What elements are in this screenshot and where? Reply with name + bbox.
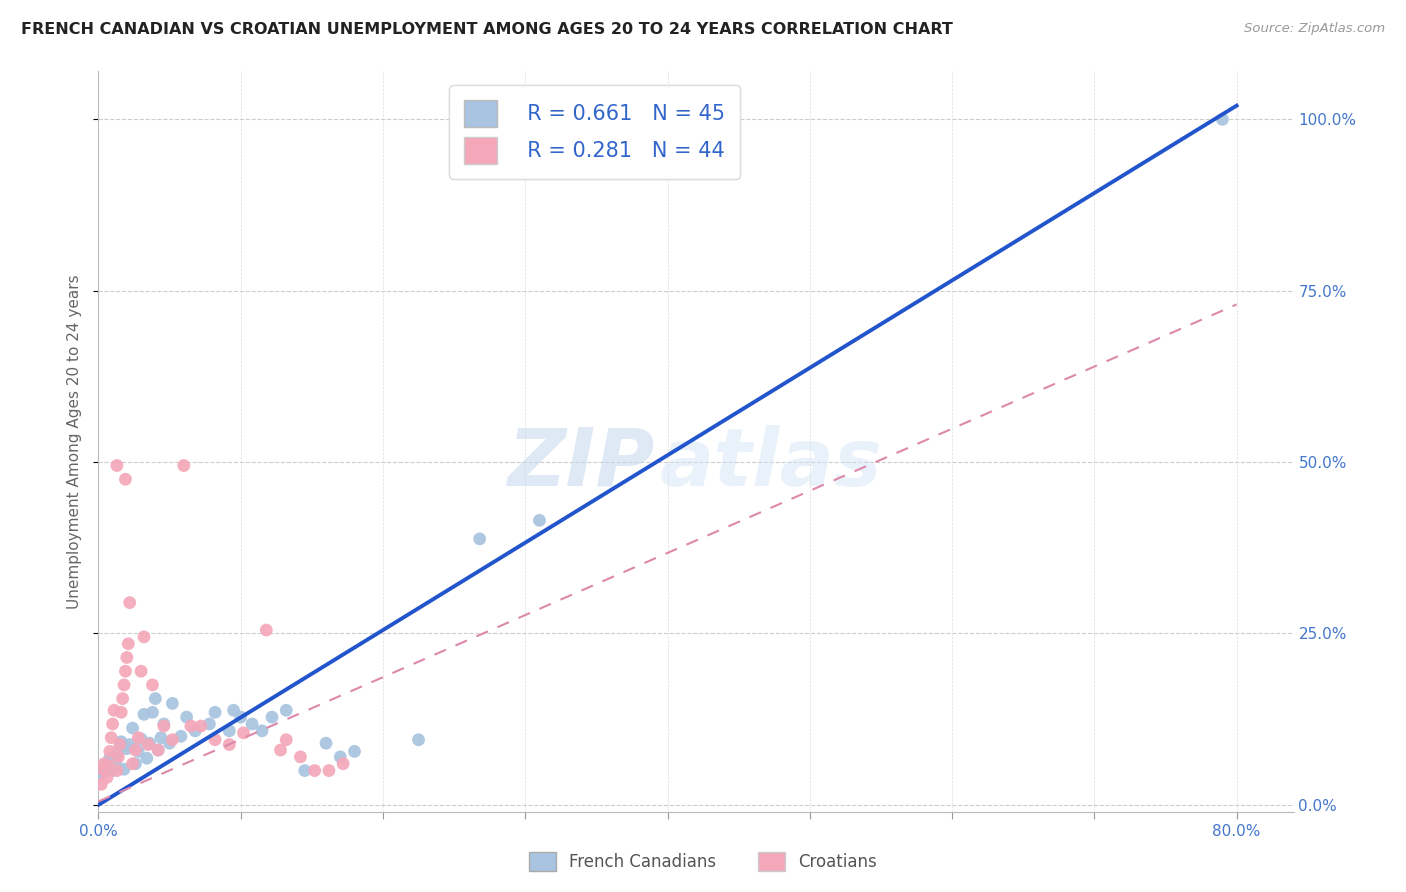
Point <box>103 703 125 717</box>
Point <box>108 738 131 752</box>
Point <box>153 717 176 731</box>
Point <box>117 637 139 651</box>
Point <box>129 664 152 678</box>
Point <box>150 731 173 745</box>
Point <box>127 744 149 758</box>
Legend: French Canadians, Croatians: French Canadians, Croatians <box>520 843 886 880</box>
Text: Source: ZipAtlas.com: Source: ZipAtlas.com <box>1244 22 1385 36</box>
Point <box>1211 112 1233 127</box>
Point <box>143 691 166 706</box>
Point <box>232 726 254 740</box>
Point <box>290 750 312 764</box>
Point <box>304 764 326 778</box>
Point <box>173 458 195 473</box>
Point <box>124 743 146 757</box>
Point <box>318 764 340 778</box>
Point <box>141 678 163 692</box>
Point <box>115 650 138 665</box>
Point <box>104 756 127 770</box>
Point <box>343 744 366 758</box>
Point <box>138 736 160 750</box>
Point <box>112 678 135 692</box>
Point <box>90 767 112 781</box>
Point <box>198 717 221 731</box>
Legend:   R = 0.661   N = 45,   R = 0.281   N = 44: R = 0.661 N = 45, R = 0.281 N = 44 <box>450 86 740 178</box>
Point <box>229 710 252 724</box>
Point <box>121 721 143 735</box>
Point <box>96 771 118 785</box>
Point <box>159 736 181 750</box>
Point <box>110 735 132 749</box>
Point <box>110 706 132 720</box>
Point <box>218 738 240 752</box>
Point <box>124 756 146 771</box>
Text: ZIP: ZIP <box>506 425 654 503</box>
Point <box>90 777 112 791</box>
Point <box>118 738 141 752</box>
Point <box>132 707 155 722</box>
Point <box>105 764 128 778</box>
Point <box>204 706 226 720</box>
Point <box>153 719 176 733</box>
Point <box>190 719 212 733</box>
Point <box>98 751 121 765</box>
Point <box>218 723 240 738</box>
Point <box>105 458 128 473</box>
Point <box>250 723 273 738</box>
Point <box>260 710 283 724</box>
Point <box>276 703 298 717</box>
Point <box>132 630 155 644</box>
Point <box>114 472 136 486</box>
Point <box>97 758 120 772</box>
Point <box>329 750 352 764</box>
Point <box>222 703 245 717</box>
Point <box>148 743 170 757</box>
Point <box>162 732 184 747</box>
Point <box>112 762 135 776</box>
Point <box>107 744 129 758</box>
Text: FRENCH CANADIAN VS CROATIAN UNEMPLOYMENT AMONG AGES 20 TO 24 YEARS CORRELATION C: FRENCH CANADIAN VS CROATIAN UNEMPLOYMENT… <box>21 22 953 37</box>
Point <box>254 623 277 637</box>
Text: atlas: atlas <box>661 425 883 503</box>
Point <box>98 744 121 758</box>
Point <box>101 764 124 778</box>
Point <box>141 706 163 720</box>
Point <box>101 717 124 731</box>
Point <box>127 731 149 745</box>
Point <box>176 710 198 724</box>
Point <box>136 738 159 752</box>
Point <box>180 719 202 733</box>
Point <box>114 664 136 678</box>
Point <box>93 756 115 771</box>
Point <box>294 764 316 778</box>
Point <box>121 756 143 771</box>
Point <box>408 732 430 747</box>
Point <box>315 736 337 750</box>
Point <box>148 743 170 757</box>
Point <box>270 743 292 757</box>
Point <box>111 691 134 706</box>
Point <box>93 762 115 776</box>
Point <box>332 756 354 771</box>
Point <box>118 596 141 610</box>
Point <box>170 729 193 743</box>
Point <box>115 741 138 756</box>
Point <box>135 751 157 765</box>
Point <box>96 756 118 771</box>
Point <box>468 532 491 546</box>
Point <box>100 731 122 745</box>
Point <box>184 723 207 738</box>
Point <box>529 513 551 527</box>
Y-axis label: Unemployment Among Ages 20 to 24 years: Unemployment Among Ages 20 to 24 years <box>67 274 83 609</box>
Point <box>162 697 184 711</box>
Point <box>240 717 263 731</box>
Point <box>204 732 226 747</box>
Point <box>276 732 298 747</box>
Point <box>107 750 129 764</box>
Point <box>91 762 114 776</box>
Point <box>129 732 152 747</box>
